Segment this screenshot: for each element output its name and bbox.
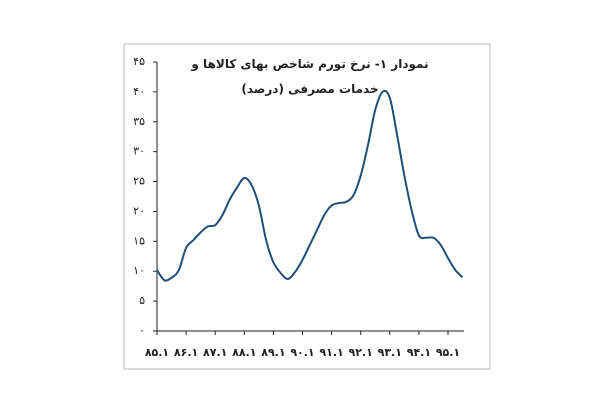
- line: [156, 89, 464, 282]
- x-tick-label: ۹۳.۱: [378, 346, 402, 359]
- y-tick-label: ۵: [139, 294, 145, 307]
- frame: [123, 43, 491, 370]
- x-tick-label: ۹۰.۱: [290, 346, 314, 359]
- y-tick-label: ۴۵: [133, 55, 145, 68]
- y-tick-label: ۱۵: [133, 234, 145, 247]
- x-tick-label: ۹۱.۱: [319, 346, 343, 359]
- y-tick-label: ۰: [139, 324, 145, 337]
- y-tick-label: ۳۰: [133, 145, 145, 158]
- y-tick-label: ۲۰: [133, 204, 145, 217]
- x-tick-label: ۸۷.۱: [203, 346, 227, 359]
- x-tick-label: ۸۸.۱: [232, 346, 256, 359]
- x-tick-label: ۸۶.۱: [174, 346, 198, 359]
- y-tick-label: ۲۵: [133, 175, 145, 188]
- y-tick-label: ۴۰: [133, 85, 145, 98]
- x-tick-label: ۹۲.۱: [349, 346, 373, 359]
- chart-title: نمودار ۱- نرخ تورم شاخص بهای کالاها و خد…: [191, 57, 429, 96]
- x-tick-label: ۹۵.۱: [436, 346, 460, 359]
- x-tick-label: ۸۵.۱: [145, 346, 169, 359]
- x-tick-label: ۸۹.۱: [261, 346, 285, 359]
- y-tick-label: ۱۰: [133, 264, 145, 277]
- title-box: نمودار ۱- نرخ تورم شاخص بهای کالاها و خد…: [191, 57, 429, 96]
- x-tick-label: ۹۴.۱: [407, 346, 431, 359]
- y-tick-label: ۳۵: [133, 115, 145, 128]
